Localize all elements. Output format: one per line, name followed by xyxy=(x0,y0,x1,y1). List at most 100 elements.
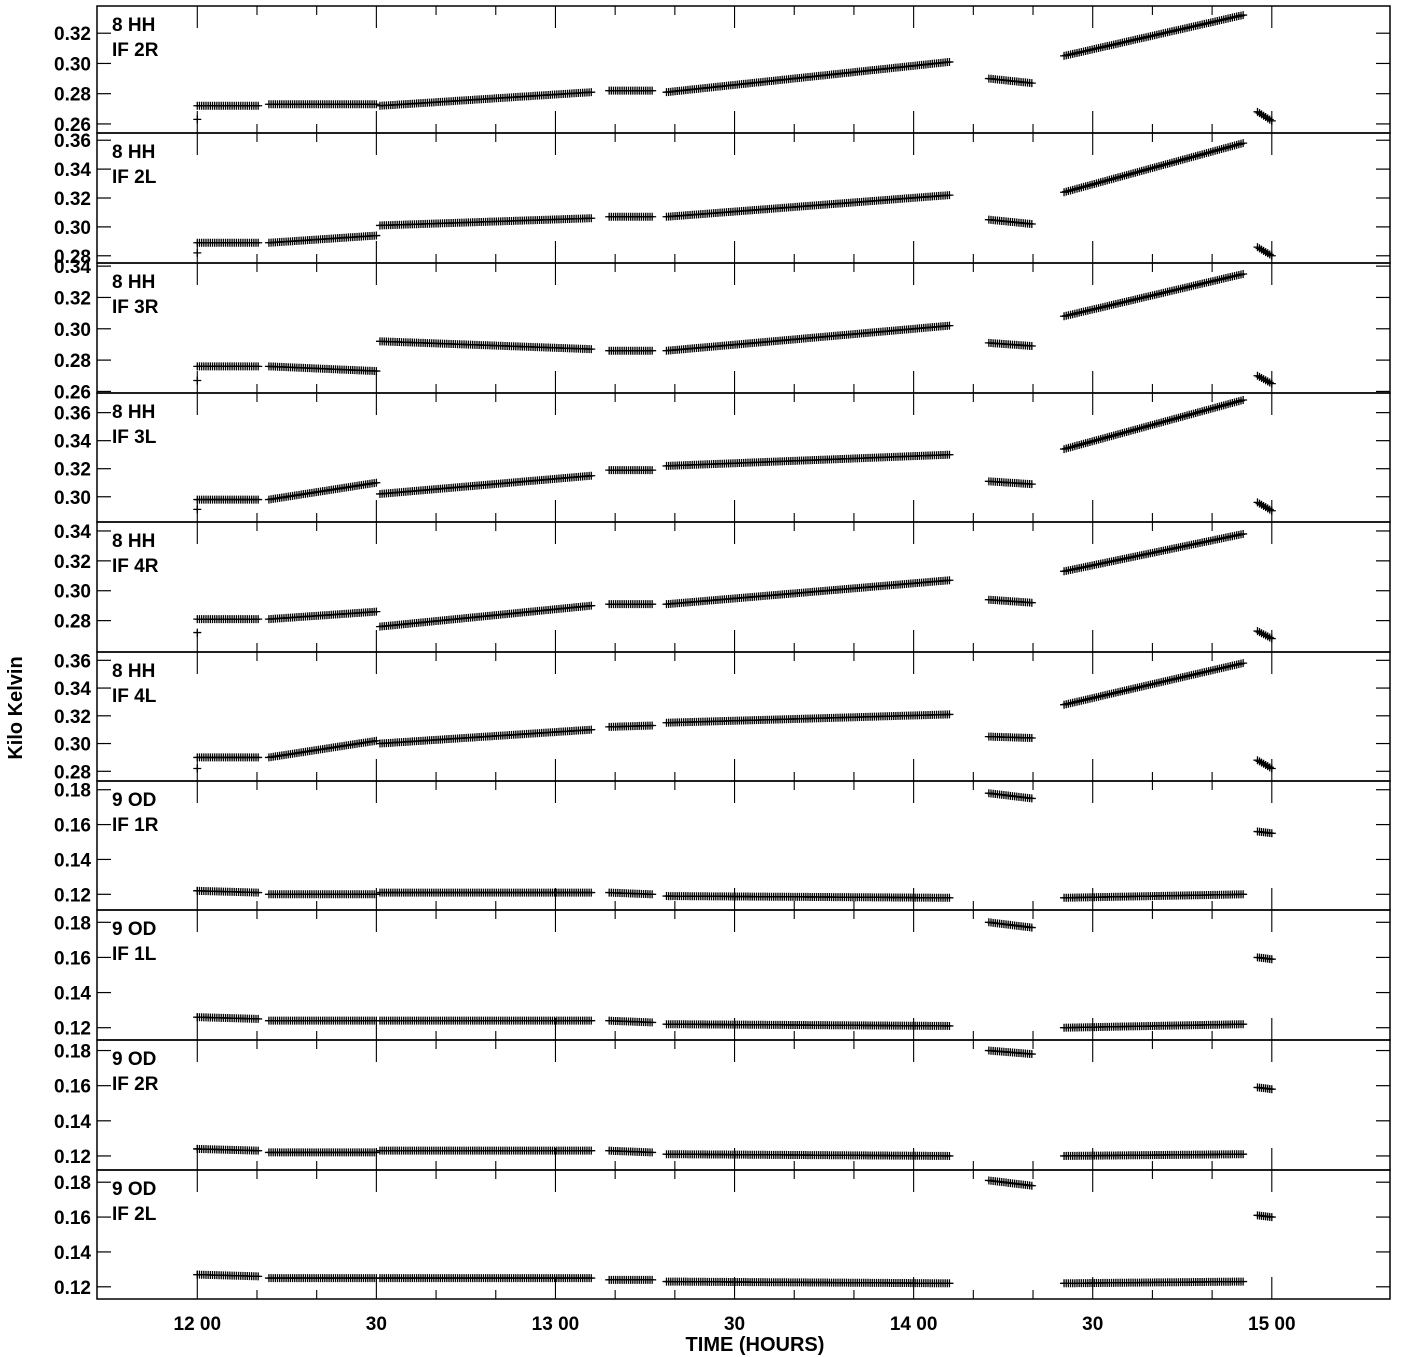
y-tick-label: 0.32 xyxy=(54,707,91,728)
y-tick-label: 0.30 xyxy=(54,320,91,341)
y-tick-label: 0.28 xyxy=(54,612,91,633)
data-point xyxy=(372,231,381,240)
data-point xyxy=(587,1016,596,1025)
data-point-first xyxy=(193,505,202,514)
data-point xyxy=(587,345,596,354)
panel-label-line1: 8 HH xyxy=(112,142,155,163)
data-point xyxy=(1267,116,1276,125)
y-tick-label: 0.32 xyxy=(54,189,91,210)
data-point xyxy=(372,1148,381,1157)
panel-label-line1: 8 HH xyxy=(112,531,155,552)
data-point xyxy=(254,1146,263,1155)
panel-frame xyxy=(96,1169,1391,1300)
data-point xyxy=(254,1272,263,1281)
data-point xyxy=(648,86,657,95)
data-point xyxy=(945,893,954,902)
y-tick-label: 0.32 xyxy=(54,552,91,573)
y-tick-label: 0.16 xyxy=(54,1077,91,1098)
panel-label-line2: IF 2L xyxy=(112,1204,157,1225)
y-tick-label: 0.34 xyxy=(54,257,91,278)
y-tick-label: 0.30 xyxy=(54,735,91,756)
data-point xyxy=(372,890,381,899)
panel-label-line1: 8 HH xyxy=(112,661,155,682)
data-series xyxy=(193,139,1276,260)
y-tick-label: 0.30 xyxy=(54,218,91,239)
data-point xyxy=(254,101,263,110)
data-point xyxy=(1027,1050,1036,1059)
y-tick-label: 0.18 xyxy=(54,1173,91,1194)
y-tick-label: 0.32 xyxy=(54,460,91,481)
y-tick-label: 0.18 xyxy=(54,781,91,802)
data-point xyxy=(1267,829,1276,838)
data-point xyxy=(1027,598,1036,607)
data-series xyxy=(193,11,1276,125)
data-point xyxy=(587,725,596,734)
data-point xyxy=(1239,11,1248,20)
data-point xyxy=(587,601,596,610)
panel-label-line1: 9 OD xyxy=(112,1049,156,1070)
data-point-first xyxy=(193,376,202,385)
data-point xyxy=(587,471,596,480)
panel-label-line2: IF 2R xyxy=(112,40,159,61)
data-point xyxy=(648,721,657,730)
data-point xyxy=(1239,1150,1248,1159)
data-series xyxy=(193,1176,1276,1288)
y-tick-label: 0.34 xyxy=(54,432,91,453)
data-point xyxy=(1027,79,1036,88)
y-tick-label: 0.12 xyxy=(54,1278,91,1299)
data-point xyxy=(945,191,954,200)
data-point xyxy=(372,100,381,109)
data-series xyxy=(193,529,1276,643)
data-point xyxy=(1027,480,1036,489)
data-point xyxy=(1267,251,1276,260)
data-point-first xyxy=(193,248,202,257)
y-tick-label: 0.14 xyxy=(54,1243,91,1264)
data-point xyxy=(1267,506,1276,515)
data-point xyxy=(945,1279,954,1288)
data-series xyxy=(193,396,1276,515)
y-tick-label: 0.36 xyxy=(54,651,91,672)
y-tick-label: 0.32 xyxy=(54,288,91,309)
data-point xyxy=(1267,764,1276,773)
y-tick-label: 0.16 xyxy=(54,1208,91,1229)
data-point xyxy=(1267,634,1276,643)
data-point xyxy=(945,710,954,719)
data-point xyxy=(945,450,954,459)
y-tick-label: 0.34 xyxy=(54,160,91,181)
data-point xyxy=(372,478,381,487)
panel-label-line1: 8 HH xyxy=(112,402,155,423)
data-point xyxy=(587,888,596,897)
data-point xyxy=(1267,1085,1276,1094)
data-point xyxy=(648,346,657,355)
data-point xyxy=(254,888,263,897)
panel-label-line2: IF 2R xyxy=(112,1074,159,1095)
data-point xyxy=(254,753,263,762)
data-point-first xyxy=(193,764,202,773)
y-tick-label: 0.14 xyxy=(54,984,91,1005)
data-point xyxy=(1027,923,1036,932)
data-point xyxy=(587,1274,596,1283)
data-point xyxy=(945,1021,954,1030)
data-point xyxy=(648,212,657,221)
y-tick-label: 0.26 xyxy=(54,382,91,403)
data-point xyxy=(1239,269,1248,278)
data-point xyxy=(648,1275,657,1284)
data-series xyxy=(193,789,1276,902)
data-point xyxy=(1267,379,1276,388)
y-tick-label: 0.28 xyxy=(54,85,91,106)
y-tick-label: 0.32 xyxy=(54,24,91,45)
data-series xyxy=(193,269,1276,388)
data-point xyxy=(945,1151,954,1160)
data-point xyxy=(648,890,657,899)
data-point xyxy=(1267,955,1276,964)
data-point xyxy=(1027,220,1036,228)
y-tick-label: 0.14 xyxy=(54,850,91,871)
data-point xyxy=(1027,794,1036,803)
panel-label-line2: IF 4L xyxy=(112,686,157,707)
panel-label-line2: IF 3L xyxy=(112,427,157,448)
